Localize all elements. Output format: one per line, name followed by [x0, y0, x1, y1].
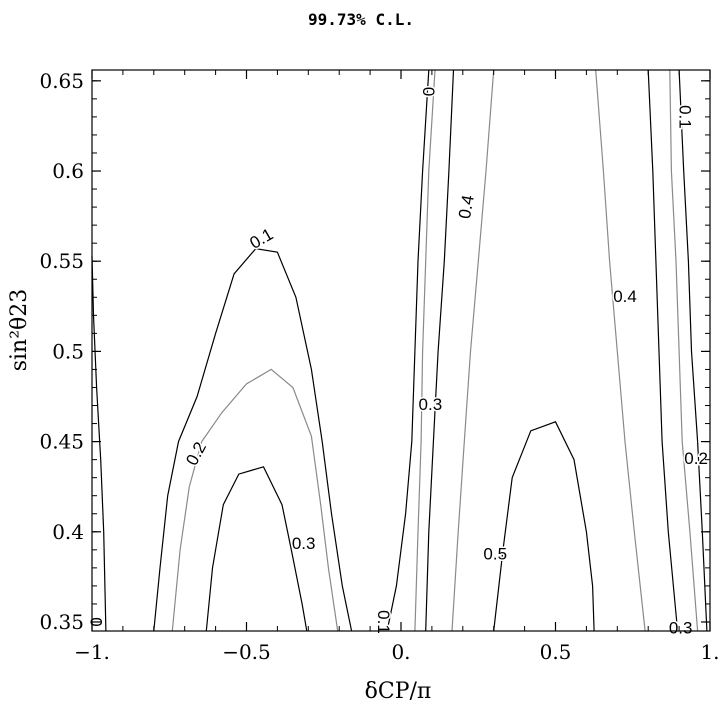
- contour-label-7: 0.5: [483, 545, 507, 564]
- contour-label-9: 0.1: [675, 105, 694, 129]
- y-tick-label: 0.5: [52, 339, 84, 363]
- y-tick-label: 0.6: [52, 159, 84, 183]
- contour-label-6: 0.1: [374, 610, 393, 634]
- contour-line-5: [414, 69, 436, 632]
- contour-label-8: 0.4: [613, 287, 637, 306]
- contour-line-10: [647, 69, 679, 632]
- y-tick-label: 0.45: [39, 430, 84, 454]
- contour-line-4: [386, 69, 430, 632]
- x-axis-label: δCP/π: [365, 679, 432, 704]
- contour-label-3: 0: [419, 87, 438, 96]
- contour-line-0: [91, 255, 107, 632]
- y-tick-label: 0.65: [39, 69, 84, 93]
- contour-line-6: [425, 69, 455, 632]
- y-axis-label: sin²θ23: [7, 289, 32, 372]
- contour-label-10: 0.2: [684, 449, 708, 468]
- x-tick-label: −0.5: [222, 640, 271, 664]
- contour-line-1: [153, 247, 353, 632]
- contour-label-4: 0.4: [455, 194, 478, 221]
- contour-line-12: [678, 69, 708, 632]
- contour-label-11: 0.3: [669, 619, 693, 638]
- y-tick-label: 0.35: [39, 610, 84, 634]
- x-tick-label: 0.: [391, 640, 410, 664]
- contour-label-2: 0.3: [292, 534, 316, 553]
- contour-lines: [91, 69, 708, 632]
- contour-label-1: 0.2: [182, 439, 210, 469]
- contour-label-5: 0.3: [419, 395, 443, 414]
- chart-title: 99.73% C.L.: [308, 10, 414, 29]
- contour-line-7: [451, 69, 495, 632]
- contour-line-11: [669, 69, 699, 632]
- y-tick-label: 0.55: [39, 249, 84, 273]
- contour-line-8: [493, 421, 595, 632]
- y-axis-ticks: 0.35 0.4 0.45 0.5 0.55 0.6 0.65: [39, 69, 710, 634]
- x-axis-ticks: −1. −0.5 0. 0.5 1.: [74, 70, 720, 664]
- x-tick-label: 0.5: [540, 640, 572, 664]
- contour-line-2: [171, 368, 339, 632]
- contour-label-0: 0.1: [246, 225, 276, 253]
- contour-line-9: [595, 69, 646, 632]
- x-tick-label: 1.: [700, 640, 719, 664]
- y-tick-label: 0.4: [52, 520, 84, 544]
- contour-line-3: [205, 466, 308, 632]
- x-tick-label: −1.: [74, 640, 110, 664]
